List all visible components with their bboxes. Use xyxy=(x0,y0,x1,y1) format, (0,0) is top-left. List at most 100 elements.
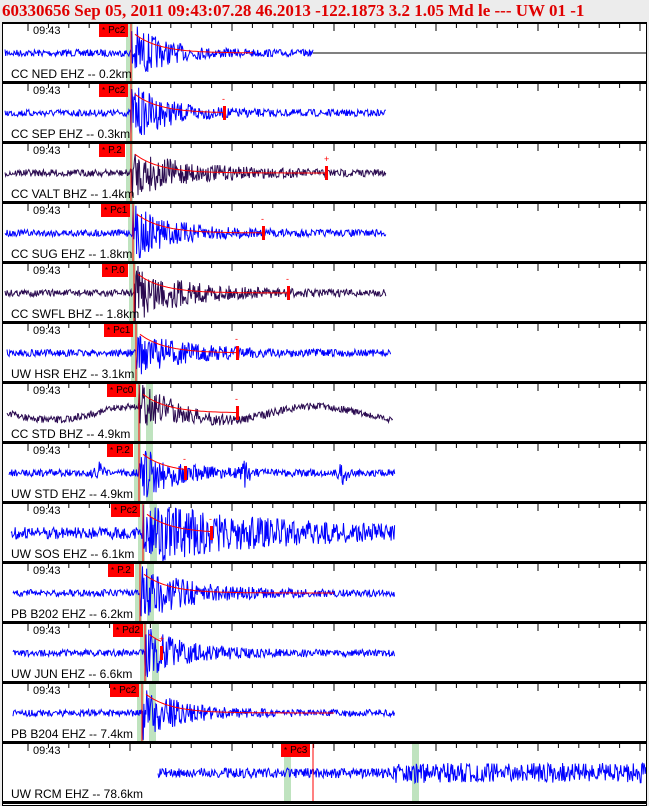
trace-panel[interactable]: - 09:43 CC SUG EHZ -- 1.8km * Pc1 xyxy=(3,204,646,264)
pick-star: * xyxy=(110,446,114,455)
seismic-trace xyxy=(157,761,646,785)
pick-label[interactable]: * Pc1 xyxy=(101,204,131,217)
station-label: UW HSR EHZ -- 3.1km xyxy=(11,367,135,381)
trace-panel[interactable]: +09:43 CC VALT BHZ -- 1.4km * P.2 xyxy=(3,144,646,204)
coda-decay-curve xyxy=(134,33,253,54)
seismic-trace xyxy=(10,504,396,561)
coda-marker-sign: - xyxy=(183,454,186,464)
pick-star: * xyxy=(104,206,108,215)
coda-end-marker xyxy=(210,526,213,540)
station-label: UW SOS EHZ -- 6.1km xyxy=(11,547,135,561)
pick-star: * xyxy=(114,506,118,515)
trace-panel[interactable]: - 09:43 CC STD BHZ -- 4.9km * Pc0 xyxy=(3,384,646,444)
coda-end-marker xyxy=(184,466,187,480)
trace-panel[interactable]: 09:43 CC NED EHZ -- 0.2km * Pc2 xyxy=(3,24,646,84)
pick-star: * xyxy=(102,86,106,95)
event-summary-title: 60330656 Sep 05, 2011 09:43:07.28 46.201… xyxy=(2,1,585,20)
pick-label[interactable]: * P.2 xyxy=(99,144,125,157)
seismic-trace xyxy=(6,335,392,375)
trace-panel[interactable]: - 09:43 CC SWFL BHZ -- 1.8km * P.0 xyxy=(3,264,646,324)
coda-decay-curve xyxy=(145,693,334,714)
pick-label[interactable]: * Pc3 xyxy=(281,744,311,757)
trace-panel[interactable]: 09:43 PB B204 EHZ -- 7.4km * Pc2 xyxy=(3,684,646,744)
trace-panel[interactable]: 09:43 UW RCM EHZ -- 78.6km * Pc3 xyxy=(3,744,646,804)
pick-star: * xyxy=(284,746,288,755)
pick-phase: P.2 xyxy=(108,145,122,156)
waveform: - xyxy=(4,264,641,321)
pick-phase: Pc2 xyxy=(108,85,126,96)
pick-label[interactable]: * Pc0 xyxy=(107,384,137,397)
coda-marker-sign: + xyxy=(324,154,329,164)
trace-panel[interactable]: 09:43 PB B202 EHZ -- 6.2km * P.2 xyxy=(3,564,646,624)
trace-start-time: 09:43 xyxy=(33,745,61,757)
pick-label[interactable]: * Pc2 xyxy=(110,684,140,697)
trace-panel[interactable]: +09:43 UW JUN EHZ -- 6.6km * Pd2 xyxy=(3,624,646,684)
seismic-trace xyxy=(4,26,314,73)
pick-label[interactable]: * P.2 xyxy=(108,564,134,577)
station-label: CC SUG EHZ -- 1.8km xyxy=(11,247,133,261)
pick-label[interactable]: * P.2 xyxy=(107,444,133,457)
coda-marker-sign: - xyxy=(235,394,238,404)
coda-end-marker xyxy=(287,286,290,300)
trace-start-time: 09:43 xyxy=(33,685,61,697)
station-label: CC SEP EHZ -- 0.3km xyxy=(11,127,131,141)
waveform xyxy=(27,744,646,801)
pick-label[interactable]: * Pc1 xyxy=(104,324,134,337)
coda-decay-curve xyxy=(136,213,263,234)
pick-label[interactable]: * Pc2 xyxy=(111,504,141,517)
waveform xyxy=(4,24,646,81)
seismic-trace xyxy=(12,628,395,678)
trace-start-time: 09:43 xyxy=(33,505,61,517)
pick-star: * xyxy=(113,686,117,695)
pick-window-band xyxy=(284,744,291,801)
waveform: + xyxy=(12,624,641,681)
coda-end-marker xyxy=(236,346,239,360)
trace-start-time: 09:43 xyxy=(33,445,61,457)
pick-phase: P.0 xyxy=(111,265,125,276)
pick-window-band xyxy=(138,504,145,561)
pick-label[interactable]: * Pd2 xyxy=(113,624,143,637)
pick-window-band xyxy=(135,564,142,621)
trace-start-time: 09:43 xyxy=(33,565,61,577)
trace-panel[interactable]: - 09:43 CC SEP EHZ -- 0.3km * Pc2 xyxy=(3,84,646,144)
pick-phase: Pc2 xyxy=(120,505,138,516)
coda-decay-curve xyxy=(148,633,162,642)
trace-start-time: 09:43 xyxy=(33,145,61,157)
station-label: CC NED EHZ -- 0.2km xyxy=(11,67,132,81)
pick-star: * xyxy=(105,266,109,275)
pick-label[interactable]: * Pc2 xyxy=(99,24,129,37)
station-label: PB B202 EHZ -- 6.2km xyxy=(11,607,134,621)
pick-star: * xyxy=(102,146,106,155)
pick-window-band xyxy=(131,324,138,381)
pick-star: * xyxy=(110,386,114,395)
station-label: CC VALT BHZ -- 1.4km xyxy=(11,187,135,201)
waveform: - xyxy=(8,444,641,501)
coda-marker-sign: + xyxy=(159,634,164,644)
seismic-trace xyxy=(4,265,387,321)
coda-marker-sign: - xyxy=(209,514,212,524)
pick-window-band xyxy=(134,384,141,441)
seismic-trace xyxy=(6,384,394,427)
pick-phase: Pd2 xyxy=(122,625,140,636)
coda-marker-sign: - xyxy=(235,334,238,344)
coda-marker-sign: - xyxy=(286,274,289,284)
trace-panel[interactable]: - 09:43 UW STD EHZ -- 4.9km * P.2 xyxy=(3,444,646,504)
pick-phase: Pc0 xyxy=(116,385,134,396)
pick-phase: Pc1 xyxy=(110,205,128,216)
pick-window-band xyxy=(134,444,141,501)
waveform: - xyxy=(4,84,641,141)
coda-decay-curve xyxy=(142,453,186,470)
pick-star: * xyxy=(102,26,106,35)
trace-panel[interactable]: - 09:43 UW SOS EHZ -- 6.1km * Pc2 xyxy=(3,504,646,564)
pick-label[interactable]: * P.0 xyxy=(102,264,128,277)
pick-star: * xyxy=(107,326,111,335)
waveform: - xyxy=(4,204,641,261)
trace-start-time: 09:43 xyxy=(33,265,61,277)
station-label: PB B204 EHZ -- 7.4km xyxy=(11,727,134,741)
coda-decay-curve xyxy=(134,153,325,174)
trace-start-time: 09:43 xyxy=(33,385,61,397)
pick-phase: P.2 xyxy=(117,565,131,576)
pick-label[interactable]: * Pc2 xyxy=(99,84,129,97)
pick-phase: Pc2 xyxy=(119,685,137,696)
trace-panel[interactable]: - 09:43 UW HSR EHZ -- 3.1km * Pc1 xyxy=(3,324,646,384)
